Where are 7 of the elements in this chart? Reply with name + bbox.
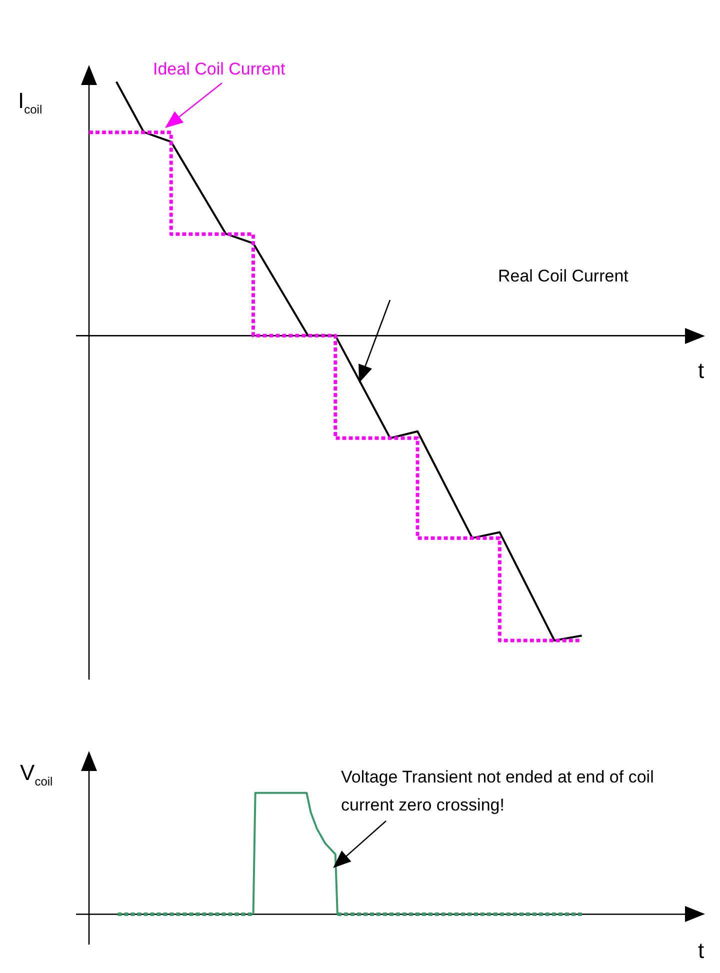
annotation: Voltage Transient not ended at end of coil current zero crossing! [341, 768, 654, 815]
x-axis-title: t [698, 938, 704, 964]
y-axis-title: I$_{coil}$ [18, 88, 42, 116]
y-axis-title: V$_{coil}$ [20, 760, 53, 788]
text: Ideal Coil Current [153, 60, 286, 79]
annotation: Real Coil Current [498, 266, 629, 286]
x-axis-title: t [698, 358, 704, 384]
